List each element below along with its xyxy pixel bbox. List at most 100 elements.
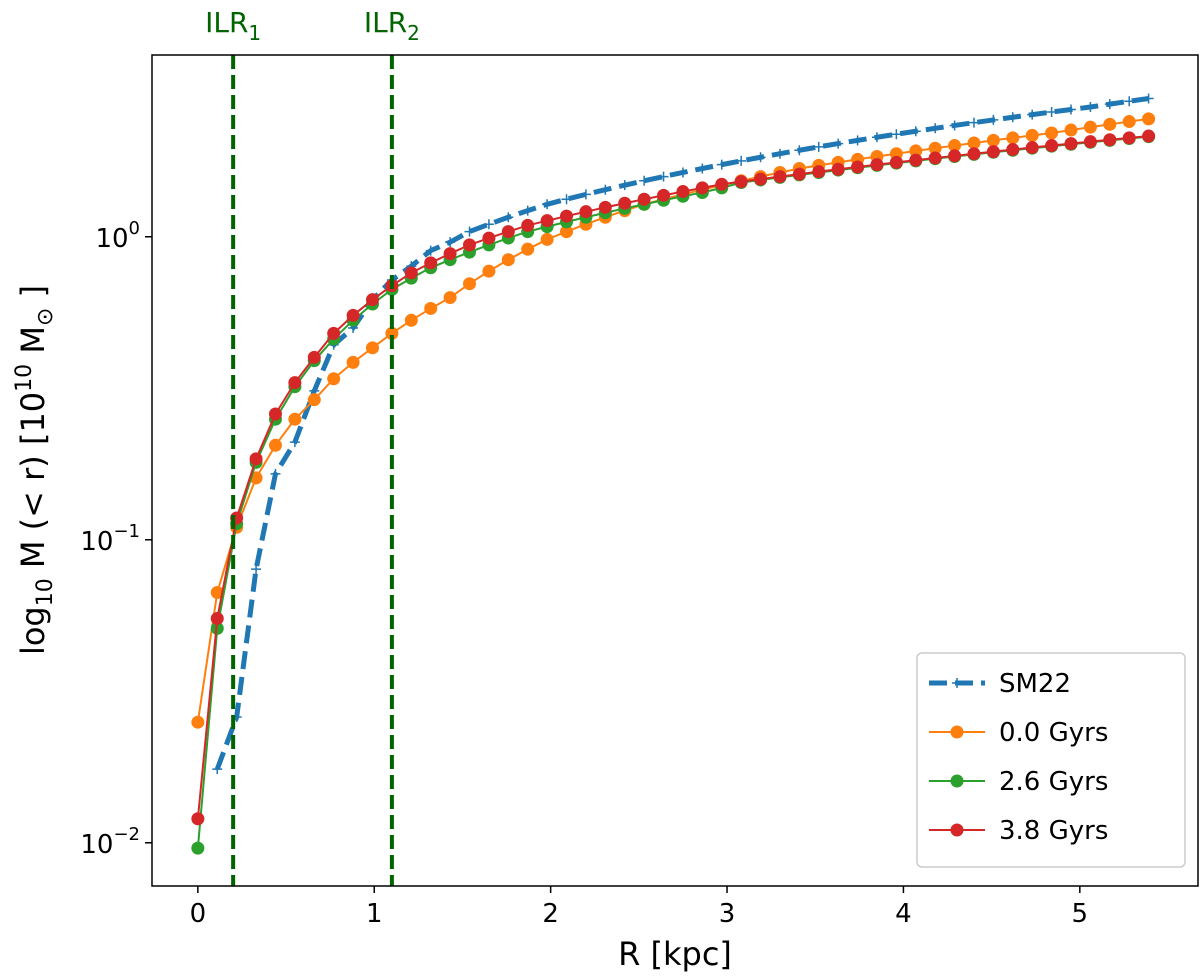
point bbox=[948, 139, 962, 153]
legend-box bbox=[916, 652, 1186, 868]
point bbox=[774, 148, 785, 159]
point bbox=[676, 185, 690, 199]
point bbox=[1046, 107, 1057, 118]
legend-label: 2.6 Gyrs bbox=[999, 767, 1108, 797]
point bbox=[346, 355, 360, 369]
point bbox=[773, 170, 787, 184]
point bbox=[889, 155, 903, 169]
y-axis-label: log10 M (< r) [1010 M⊙ ] bbox=[12, 285, 58, 655]
point bbox=[1103, 117, 1117, 131]
reference-label-text: ILR bbox=[364, 6, 407, 39]
point bbox=[501, 225, 515, 239]
point bbox=[736, 155, 747, 166]
point bbox=[1066, 104, 1076, 115]
point bbox=[677, 167, 688, 178]
plot-area bbox=[191, 55, 1156, 886]
point bbox=[833, 138, 844, 149]
point bbox=[424, 301, 438, 315]
point bbox=[249, 452, 263, 466]
point bbox=[831, 162, 845, 176]
point bbox=[560, 225, 574, 239]
point bbox=[346, 308, 360, 322]
point bbox=[483, 219, 494, 230]
point bbox=[522, 205, 533, 216]
point bbox=[251, 564, 262, 575]
point bbox=[464, 226, 475, 237]
point bbox=[501, 253, 515, 267]
x-tick-label: 1 bbox=[366, 899, 383, 929]
point bbox=[1064, 137, 1078, 151]
point bbox=[812, 165, 826, 179]
point bbox=[463, 238, 477, 252]
point bbox=[210, 585, 224, 599]
legend-label: 0.0 Gyrs bbox=[999, 718, 1108, 748]
point bbox=[288, 412, 302, 426]
reference-label-sub: 2 bbox=[407, 21, 420, 45]
point bbox=[1045, 126, 1059, 140]
point bbox=[986, 133, 1000, 147]
point bbox=[909, 153, 923, 167]
point bbox=[1007, 112, 1018, 123]
point bbox=[210, 611, 224, 625]
point bbox=[1103, 133, 1117, 147]
point bbox=[967, 136, 981, 150]
point bbox=[327, 372, 341, 386]
point bbox=[968, 117, 979, 128]
point bbox=[289, 437, 300, 448]
legend-marker bbox=[950, 774, 964, 788]
point bbox=[365, 293, 379, 307]
point bbox=[463, 277, 477, 291]
point bbox=[191, 812, 205, 826]
point bbox=[288, 376, 302, 390]
point bbox=[1064, 123, 1078, 137]
y-label-part: M bbox=[14, 326, 52, 364]
point bbox=[270, 468, 281, 479]
x-tick-label: 0 bbox=[190, 899, 207, 929]
point bbox=[404, 313, 418, 327]
reference-label: ILR2 bbox=[364, 6, 420, 45]
point bbox=[988, 114, 999, 125]
point bbox=[1142, 129, 1156, 143]
point bbox=[268, 438, 282, 452]
point bbox=[540, 214, 554, 228]
point bbox=[754, 172, 768, 186]
y-tick-base: 10 bbox=[80, 527, 113, 557]
y-tick-exponent: −2 bbox=[113, 824, 140, 845]
point bbox=[618, 196, 632, 210]
point bbox=[365, 341, 379, 355]
point bbox=[1124, 96, 1135, 107]
point bbox=[910, 126, 921, 137]
point bbox=[715, 177, 729, 191]
point bbox=[637, 192, 651, 206]
point bbox=[930, 123, 941, 134]
y-label-sup: 10 bbox=[12, 364, 37, 392]
point bbox=[1142, 112, 1156, 126]
point bbox=[598, 200, 612, 214]
point bbox=[443, 291, 457, 305]
point bbox=[986, 145, 1000, 159]
point bbox=[794, 145, 805, 156]
y-tick-base: 10 bbox=[80, 830, 113, 860]
point bbox=[1083, 120, 1097, 134]
point bbox=[425, 245, 436, 256]
point bbox=[1083, 135, 1097, 149]
point bbox=[521, 242, 535, 256]
point bbox=[1122, 131, 1136, 145]
point bbox=[580, 189, 591, 200]
y-tick-exponent: −1 bbox=[113, 521, 140, 542]
point bbox=[385, 326, 399, 340]
point bbox=[1027, 109, 1038, 120]
y-label-part: ] bbox=[14, 285, 52, 308]
point bbox=[1006, 143, 1020, 157]
point bbox=[540, 232, 554, 246]
y-tick-label: 10−2 bbox=[80, 824, 140, 860]
point bbox=[503, 212, 514, 223]
point bbox=[695, 181, 709, 195]
series-line bbox=[196, 117, 1149, 723]
point bbox=[870, 158, 884, 172]
point bbox=[891, 129, 902, 140]
x-axis-label: R [kpc] bbox=[618, 935, 732, 973]
